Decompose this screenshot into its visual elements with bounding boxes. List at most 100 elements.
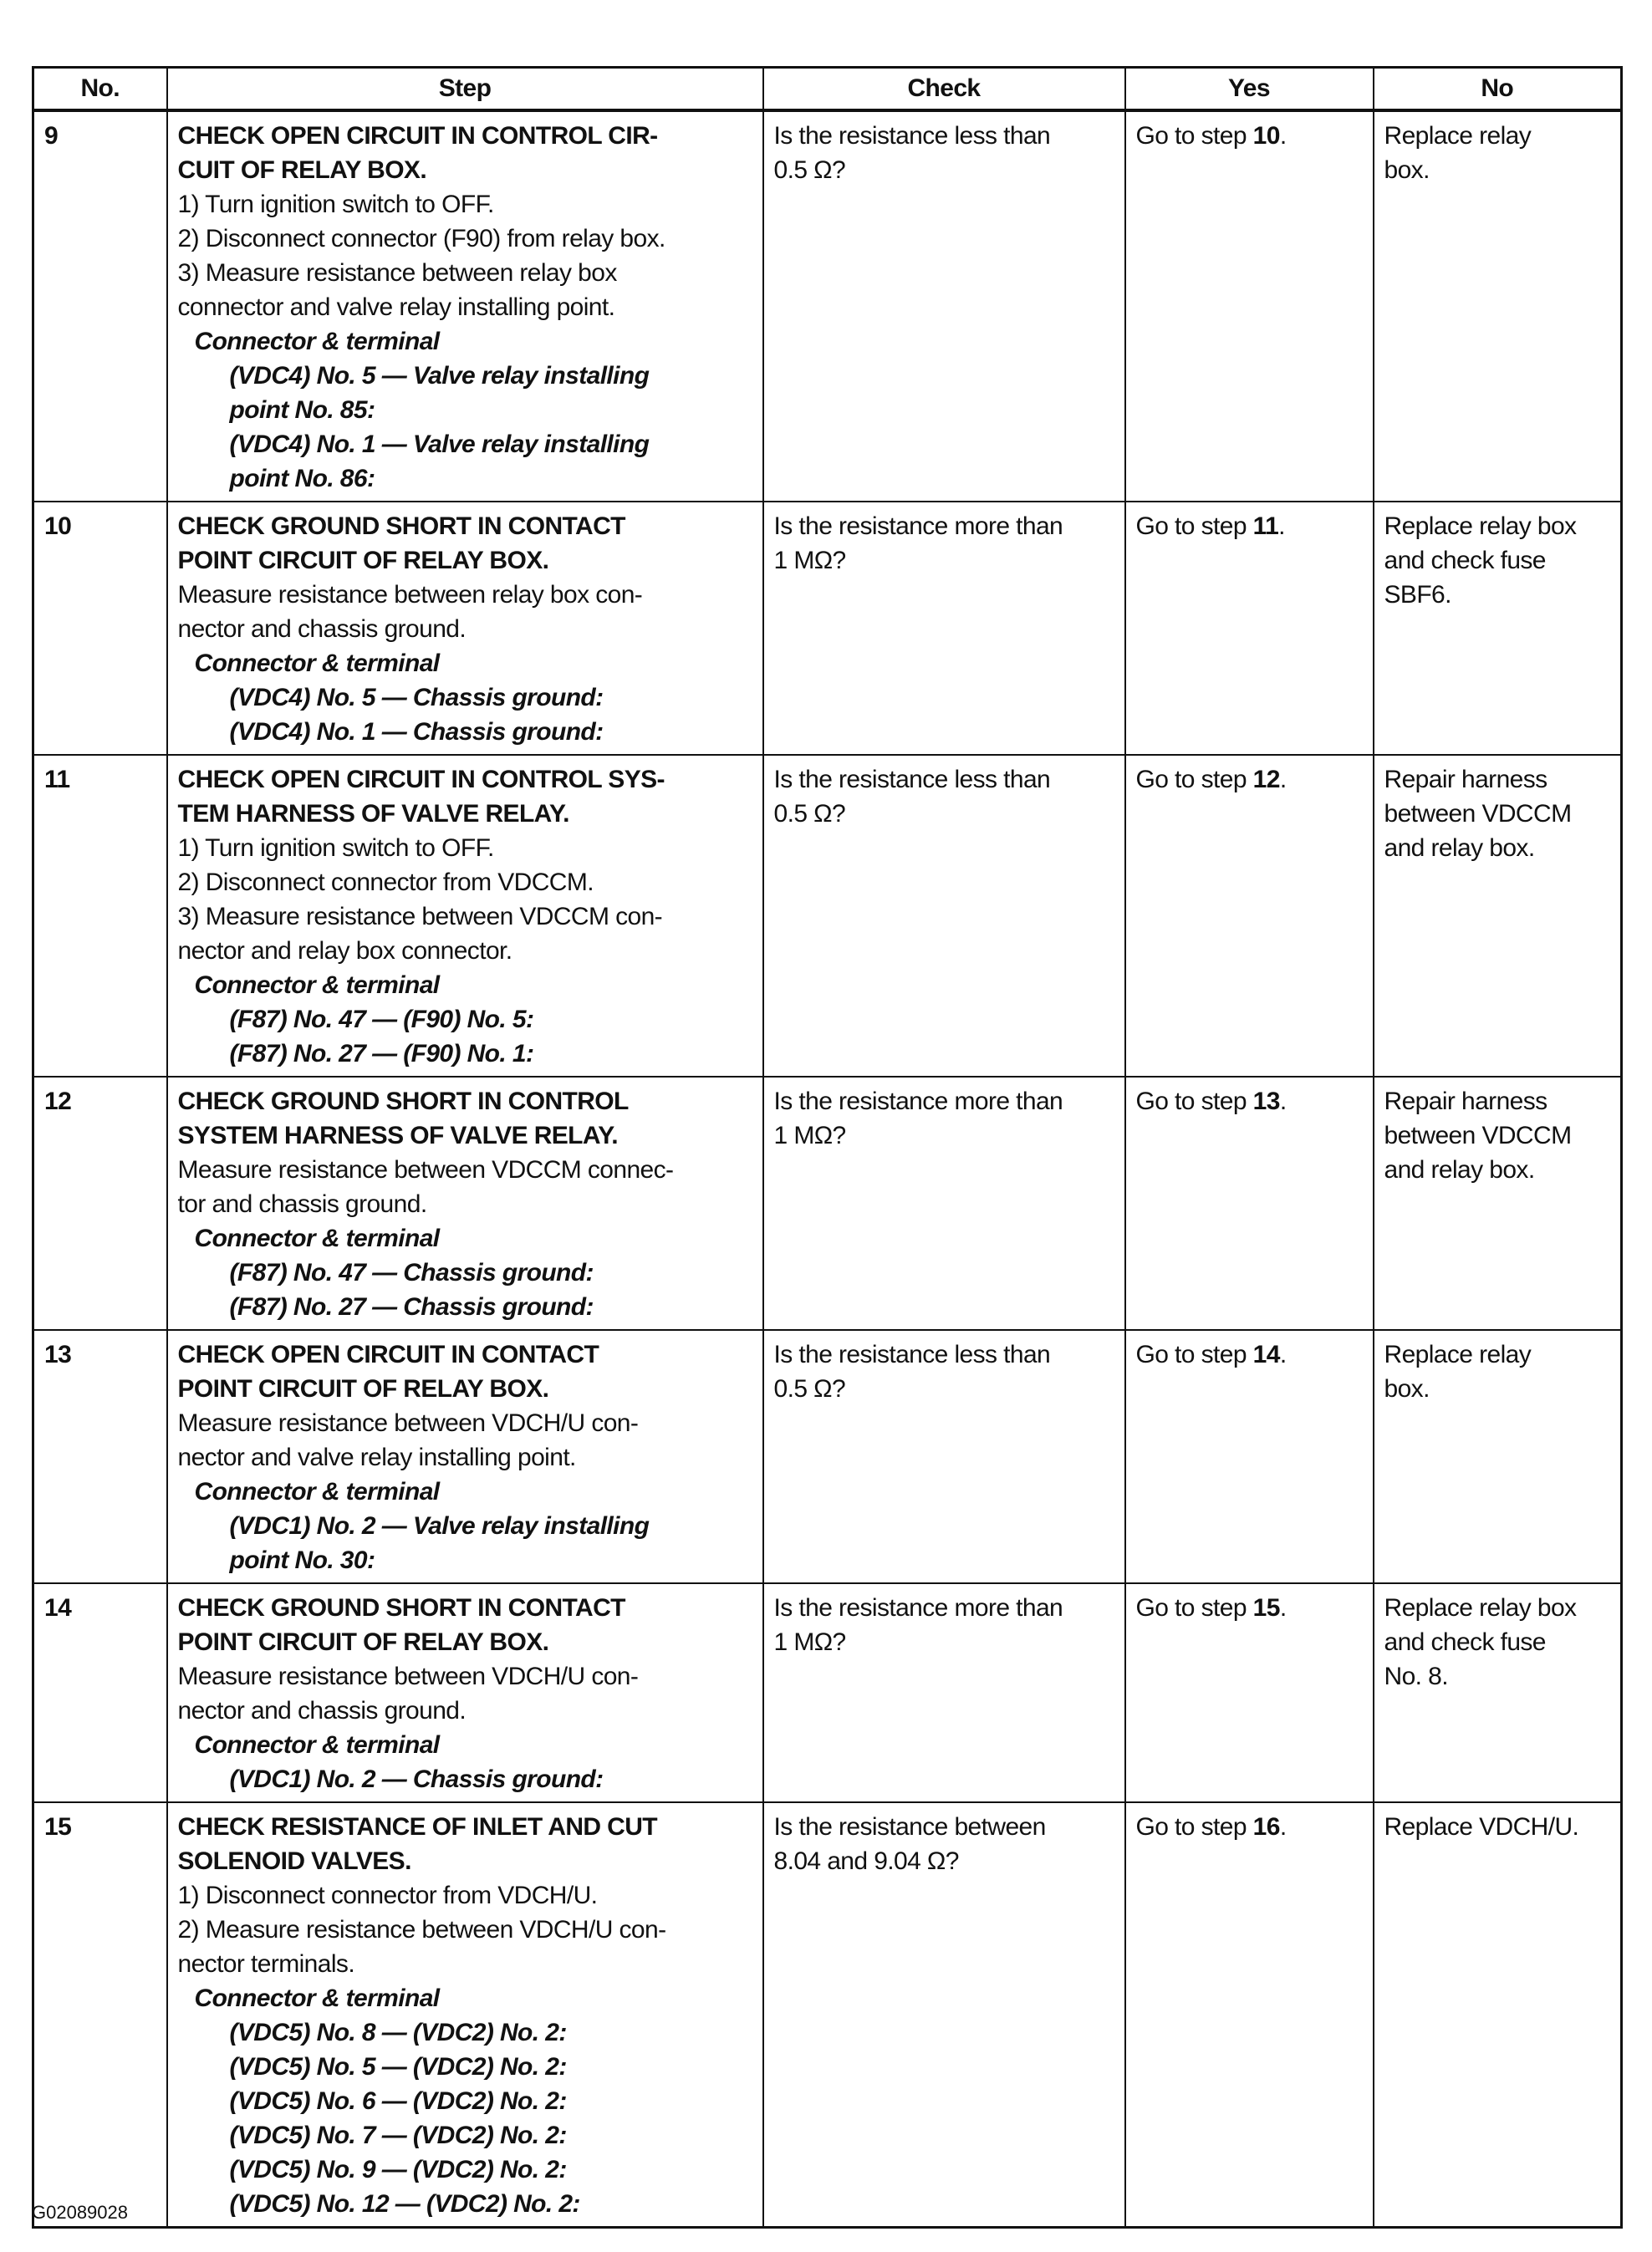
header-step: Step	[166, 66, 764, 112]
check-line: Is the resistance less than	[773, 766, 1051, 793]
no-action-line: Replace relay box	[1384, 1594, 1578, 1622]
no-action-line: box.	[1384, 156, 1430, 184]
connector-terminal-label: Connector & terminal	[194, 1225, 441, 1252]
yes-cell: Go to step 10.	[1124, 110, 1374, 502]
yes-step-number: 10	[1252, 122, 1281, 150]
connector-terminal-label: Connector & terminal	[194, 1478, 441, 1506]
yes-step-number: 16	[1252, 1813, 1281, 1841]
yes-cell: Go to step 11.	[1124, 501, 1374, 756]
no-action-line: and relay box.	[1384, 1156, 1536, 1184]
step-cell: CHECK OPEN CIRCUIT IN CONTROL CIR- CUIT O…	[166, 110, 764, 502]
yes-action: Go to step 16.	[1136, 1810, 1363, 1844]
yes-step-number: 13	[1252, 1088, 1281, 1115]
header-no-result: No	[1372, 66, 1623, 112]
step-title-line: CHECK GROUND SHORT IN CONTACT	[177, 512, 626, 540]
step-title-line: SYSTEM HARNESS OF VALVE RELAY.	[177, 1122, 619, 1149]
no-action-line: and check fuse	[1384, 547, 1547, 574]
header-check: Check	[762, 66, 1126, 112]
step-number: 11	[32, 754, 168, 1078]
step-title-line: TEM HARNESS OF VALVE RELAY.	[177, 800, 570, 828]
check-line: 0.5 Ω?	[773, 800, 846, 828]
no-action-line: No. 8.	[1384, 1663, 1449, 1690]
header-no: No.	[32, 66, 168, 112]
yes-suffix: .	[1279, 1088, 1287, 1115]
no-action-line: between VDCCM	[1384, 1122, 1573, 1149]
step-instruction-line: nector and valve relay installing point.	[177, 1444, 577, 1471]
step-instruction-line: 2) Disconnect connector from VDCCM.	[177, 869, 594, 896]
step-cell: CHECK GROUND SHORT IN CONTACT POINT CIRCU…	[166, 1582, 764, 1803]
no-action-line: SBF6.	[1384, 581, 1452, 609]
terminal-line: (F87) No. 27 — (F90) No. 1:	[229, 1040, 534, 1067]
check-cell: Is the resistance more than 1 MΩ?	[762, 501, 1126, 756]
no-cell: Replace relay box and check fuse No. 8.	[1372, 1582, 1623, 1803]
yes-step-number: 12	[1252, 766, 1281, 793]
step-title-line: CHECK OPEN CIRCUIT IN CONTACT	[177, 1341, 599, 1368]
check-line: Is the resistance more than	[773, 512, 1063, 540]
header-row: No. Step Check Yes No	[32, 66, 1623, 112]
terminal-line: (VDC5) No. 8 — (VDC2) No. 2:	[229, 2019, 568, 2046]
step-cell: CHECK GROUND SHORT IN CONTACT POINT CIRCU…	[166, 501, 764, 756]
yes-step-number: 11	[1252, 512, 1279, 540]
check-cell: Is the resistance between 8.04 and 9.04 Ω…	[762, 1801, 1126, 2229]
step-number: 12	[32, 1076, 168, 1331]
yes-prefix: Go to step	[1135, 1088, 1253, 1115]
step-number: 13	[32, 1329, 168, 1584]
step-title-line: SOLENOID VALVES.	[177, 1847, 412, 1875]
terminal-line: (VDC4) No. 1 — Valve relay installing	[229, 431, 650, 458]
terminal-line: (VDC1) No. 2 — Chassis ground:	[229, 1765, 604, 1793]
yes-cell: Go to step 13.	[1124, 1076, 1374, 1331]
terminal-line: (F87) No. 27 — Chassis ground:	[229, 1293, 594, 1321]
no-cell: Replace VDCH/U.	[1372, 1801, 1623, 2229]
step-title-line: CHECK GROUND SHORT IN CONTROL	[177, 1088, 630, 1115]
step-instruction-line: Measure resistance between VDCH/U con-	[177, 1663, 639, 1690]
yes-suffix: .	[1279, 1813, 1287, 1841]
step-title-line: CHECK RESISTANCE OF INLET AND CUT	[177, 1813, 658, 1841]
yes-cell: Go to step 14.	[1124, 1329, 1374, 1584]
terminal-line: (VDC5) No. 5 — (VDC2) No. 2:	[229, 2053, 568, 2081]
check-line: 0.5 Ω?	[773, 1375, 846, 1403]
table-row: 15 CHECK RESISTANCE OF INLET AND CUT SOLE…	[32, 1801, 1623, 2229]
connector-terminal-label: Connector & terminal	[194, 1731, 441, 1759]
no-action-line: Replace VDCH/U.	[1384, 1813, 1579, 1841]
connector-terminal-label: Connector & terminal	[194, 650, 441, 677]
header-yes: Yes	[1124, 66, 1374, 112]
terminal-line: (VDC5) No. 7 — (VDC2) No. 2:	[229, 2122, 568, 2149]
check-line: 1 MΩ?	[773, 547, 847, 574]
terminal-line: (VDC5) No. 6 — (VDC2) No. 2:	[229, 2087, 568, 2115]
terminal-line: (F87) No. 47 — Chassis ground:	[229, 1259, 594, 1286]
check-line: Is the resistance less than	[773, 1341, 1051, 1368]
yes-action: Go to step 11.	[1136, 509, 1363, 543]
check-line: 8.04 and 9.04 Ω?	[773, 1847, 960, 1875]
terminal-line: (VDC4) No. 1 — Chassis ground:	[229, 718, 604, 746]
step-instruction-line: 1) Turn ignition switch to OFF.	[177, 834, 495, 862]
table-row: 14 CHECK GROUND SHORT IN CONTACT POINT CI…	[32, 1582, 1623, 1803]
step-instruction-line: 3) Measure resistance between VDCCM con-	[177, 903, 663, 930]
step-number: 15	[32, 1801, 168, 2229]
step-instruction-line: 2) Disconnect connector (F90) from relay…	[177, 225, 666, 252]
step-title-line: CUIT OF RELAY BOX.	[177, 156, 427, 184]
step-cell: CHECK RESISTANCE OF INLET AND CUT SOLENOI…	[166, 1801, 764, 2229]
check-line: Is the resistance more than	[773, 1088, 1063, 1115]
check-cell: Is the resistance more than 1 MΩ?	[762, 1582, 1126, 1803]
step-instruction-line: 2) Measure resistance between VDCH/U con…	[177, 1916, 667, 1944]
yes-cell: Go to step 15.	[1124, 1582, 1374, 1803]
terminal-line: (VDC1) No. 2 — Valve relay installing	[229, 1512, 650, 1540]
check-cell: Is the resistance more than 1 MΩ?	[762, 1076, 1126, 1331]
terminal-line: point No. 30:	[229, 1546, 375, 1574]
check-line: 0.5 Ω?	[773, 156, 846, 184]
yes-suffix: .	[1278, 512, 1285, 540]
no-action-line: box.	[1384, 1375, 1430, 1403]
terminal-line: (VDC4) No. 5 — Chassis ground:	[229, 684, 604, 711]
yes-suffix: .	[1279, 122, 1287, 150]
terminal-line: (VDC4) No. 5 — Valve relay installing	[229, 362, 650, 390]
step-instruction-line: 1) Turn ignition switch to OFF.	[177, 191, 495, 218]
step-number: 14	[32, 1582, 168, 1803]
yes-action: Go to step 15.	[1136, 1591, 1363, 1625]
check-line: Is the resistance between	[773, 1813, 1047, 1841]
yes-action: Go to step 13.	[1136, 1084, 1363, 1118]
step-instruction-line: Measure resistance between VDCCM connec-	[177, 1156, 675, 1184]
yes-action: Go to step 14.	[1136, 1337, 1363, 1372]
no-action-line: Replace relay	[1384, 122, 1532, 150]
no-action-line: between VDCCM	[1384, 800, 1573, 828]
yes-prefix: Go to step	[1135, 1813, 1253, 1841]
